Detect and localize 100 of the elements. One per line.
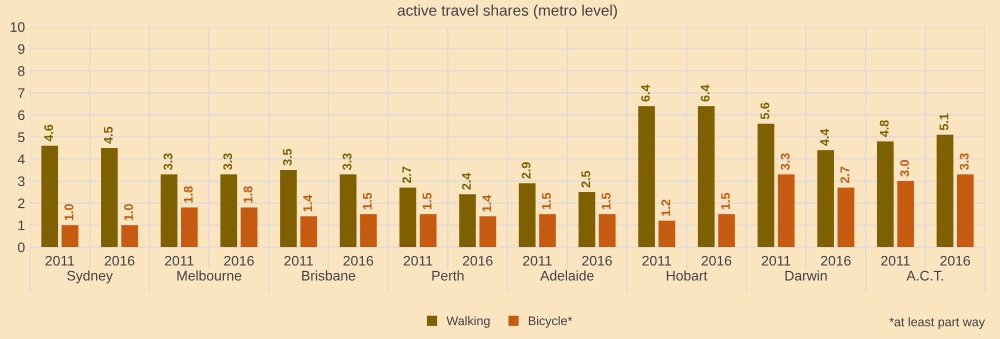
bar bbox=[479, 216, 496, 248]
data-label: 1.4 bbox=[482, 194, 492, 212]
bar bbox=[838, 188, 854, 248]
text: Adelaide bbox=[540, 270, 594, 281]
bar bbox=[160, 174, 178, 248]
bar bbox=[956, 174, 974, 248]
text: Darwin bbox=[785, 270, 827, 281]
bar bbox=[420, 214, 436, 248]
x-tick-label: 2011 bbox=[46, 256, 74, 266]
data-label: 3.0 bbox=[900, 160, 909, 177]
data-label: 1.5 bbox=[542, 192, 551, 210]
bar bbox=[340, 174, 356, 248]
text: Brisbane bbox=[302, 270, 356, 281]
text: Perth bbox=[432, 270, 464, 281]
bar bbox=[240, 207, 258, 248]
bar bbox=[817, 150, 834, 248]
x-tick-label: 2016 bbox=[104, 256, 134, 266]
bar bbox=[280, 170, 297, 248]
data-label: 1.8 bbox=[184, 186, 193, 203]
data-label: 6.4 bbox=[700, 84, 710, 102]
bar bbox=[41, 146, 58, 248]
data-label: 1.5 bbox=[602, 192, 611, 210]
data-label: 1.0 bbox=[124, 204, 134, 220]
bar bbox=[897, 181, 914, 248]
y-tick-label: 4 bbox=[18, 154, 25, 164]
data-label: 4.8 bbox=[880, 120, 889, 138]
x-tick-label: 2016 bbox=[821, 256, 851, 266]
y-tick-label: 10 bbox=[10, 22, 25, 32]
data-label: 2.7 bbox=[402, 166, 412, 184]
data-label: 2.4 bbox=[462, 172, 471, 190]
x-tick-label: 2016 bbox=[940, 256, 970, 266]
data-label: 1.8 bbox=[244, 186, 252, 203]
data-label: 6.4 bbox=[641, 84, 650, 102]
data-label: 3.3 bbox=[780, 153, 790, 170]
bar bbox=[220, 174, 238, 248]
bar bbox=[459, 194, 476, 248]
text: A.C.T. bbox=[906, 270, 943, 281]
data-label: 2.9 bbox=[522, 162, 531, 179]
y-tick-label: 0 bbox=[18, 242, 25, 252]
data-label: 5.1 bbox=[940, 114, 948, 130]
legend-label: Walking bbox=[446, 316, 490, 328]
data-label: 2.7 bbox=[840, 166, 850, 184]
x-tick-label: 2016 bbox=[702, 256, 732, 266]
text: Hobart bbox=[666, 270, 708, 281]
bar bbox=[936, 134, 954, 248]
y-tick-label: 2 bbox=[18, 198, 24, 208]
data-label: 3.3 bbox=[164, 153, 172, 170]
bar bbox=[518, 183, 536, 248]
data-label: 1.5 bbox=[422, 192, 432, 210]
bar bbox=[578, 192, 596, 248]
bar bbox=[658, 220, 676, 248]
data-label: 1.4 bbox=[303, 194, 312, 212]
y-tick-label: 6 bbox=[18, 110, 25, 120]
text: Sydney bbox=[67, 270, 113, 284]
x-tick-label: 2016 bbox=[462, 256, 492, 266]
y-tick-label: 7 bbox=[18, 88, 24, 98]
bar bbox=[101, 148, 118, 248]
data-label: 5.6 bbox=[760, 102, 770, 120]
bar bbox=[539, 214, 556, 248]
data-label: 2.5 bbox=[581, 170, 590, 188]
x-tick-label: 2011 bbox=[404, 256, 432, 266]
bar bbox=[399, 188, 416, 248]
bar bbox=[638, 106, 655, 248]
x-tick-label: 2011 bbox=[284, 256, 313, 266]
data-label: 4.6 bbox=[44, 124, 54, 142]
bar bbox=[598, 214, 616, 248]
chart-title: active travel shares (metro level) bbox=[398, 4, 617, 19]
y-tick-label: 5 bbox=[18, 132, 25, 142]
data-label: 1.2 bbox=[661, 200, 670, 216]
bar bbox=[876, 141, 894, 248]
x-tick-label: 2011 bbox=[642, 256, 671, 266]
text: Melbourne bbox=[177, 270, 242, 281]
x-tick-label: 2011 bbox=[164, 256, 194, 266]
x-tick-label: 2011 bbox=[881, 256, 910, 266]
x-tick-label: 2011 bbox=[523, 256, 552, 266]
bar bbox=[121, 225, 138, 248]
x-tick-label: 2016 bbox=[582, 256, 612, 266]
y-tick-label: 3 bbox=[18, 176, 25, 186]
bar bbox=[778, 174, 795, 248]
bar bbox=[300, 216, 318, 248]
text: *at least part way bbox=[889, 317, 985, 329]
bar bbox=[698, 106, 715, 248]
data-label: 1.5 bbox=[363, 192, 372, 210]
data-label: 3.3 bbox=[342, 153, 352, 170]
x-tick-label: 2016 bbox=[344, 256, 374, 266]
data-label: 1.0 bbox=[64, 204, 74, 220]
bar bbox=[758, 124, 774, 248]
legend-label: Bicycle* bbox=[528, 316, 572, 328]
bar bbox=[718, 214, 735, 248]
data-label: 4.4 bbox=[820, 128, 829, 146]
data-label: 1.5 bbox=[721, 192, 730, 210]
bar bbox=[62, 225, 78, 248]
y-tick-label: 9 bbox=[18, 44, 24, 54]
bar bbox=[181, 207, 198, 248]
x-tick-label: 2016 bbox=[224, 256, 254, 266]
x-tick-label: 2011 bbox=[762, 256, 790, 266]
bar bbox=[360, 214, 377, 248]
data-label: 3.5 bbox=[282, 148, 292, 166]
y-tick-label: 8 bbox=[18, 66, 25, 76]
data-label: 3.3 bbox=[223, 153, 232, 170]
